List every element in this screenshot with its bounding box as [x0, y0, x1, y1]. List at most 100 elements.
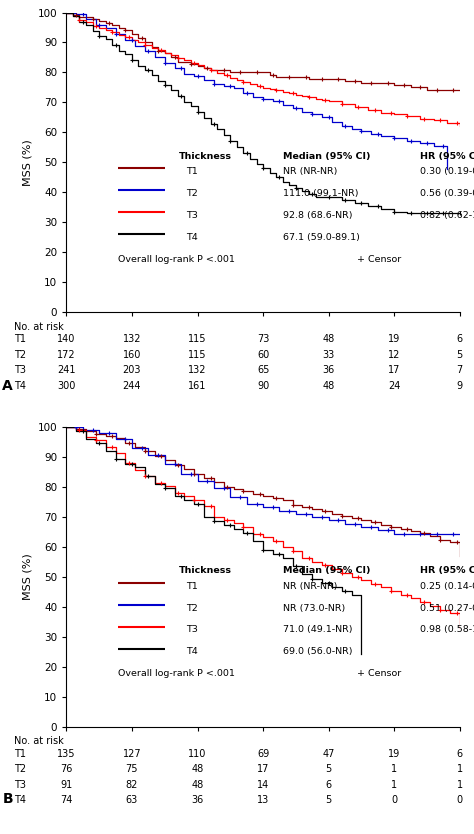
- Text: 160: 160: [123, 349, 141, 359]
- Text: 73: 73: [257, 334, 269, 344]
- Text: 60: 60: [257, 349, 269, 359]
- Text: 6: 6: [457, 334, 463, 344]
- Text: Overall log-rank P <.001: Overall log-rank P <.001: [118, 669, 234, 678]
- Text: 0.82 (0.62-1.09): 0.82 (0.62-1.09): [420, 211, 474, 220]
- Text: 48: 48: [322, 334, 335, 344]
- Text: 5: 5: [326, 764, 332, 774]
- Text: 36: 36: [191, 796, 204, 806]
- Text: 132: 132: [188, 365, 207, 375]
- Text: 127: 127: [123, 749, 141, 759]
- Text: NR (NR-NR): NR (NR-NR): [283, 581, 337, 590]
- Text: T3: T3: [186, 626, 198, 635]
- Text: 110: 110: [188, 749, 207, 759]
- Text: 5: 5: [326, 796, 332, 806]
- Text: 75: 75: [126, 764, 138, 774]
- Text: T4: T4: [14, 381, 26, 391]
- Text: 48: 48: [191, 780, 204, 790]
- Text: B: B: [2, 792, 13, 806]
- Text: 69: 69: [257, 749, 269, 759]
- Text: + Censor: + Censor: [357, 669, 402, 678]
- Text: HR (95% CI): HR (95% CI): [420, 152, 474, 161]
- Text: 6: 6: [326, 780, 332, 790]
- Text: 1: 1: [391, 780, 397, 790]
- Text: 0.30 (0.19-0.49): 0.30 (0.19-0.49): [420, 168, 474, 176]
- Text: A: A: [2, 379, 13, 394]
- Text: 244: 244: [123, 381, 141, 391]
- Text: 161: 161: [188, 381, 207, 391]
- Text: T2: T2: [14, 764, 26, 774]
- Text: Median (95% CI): Median (95% CI): [283, 152, 370, 161]
- Text: T4: T4: [14, 796, 26, 806]
- Text: 13: 13: [257, 796, 269, 806]
- Text: 19: 19: [388, 749, 401, 759]
- Text: 132: 132: [123, 334, 141, 344]
- Text: No. at risk: No. at risk: [14, 322, 64, 332]
- Text: 115: 115: [188, 349, 207, 359]
- Text: 1: 1: [391, 764, 397, 774]
- Text: 92.8 (68.6-NR): 92.8 (68.6-NR): [283, 211, 352, 220]
- Text: HR (95% CI): HR (95% CI): [420, 566, 474, 575]
- Y-axis label: MSS (%): MSS (%): [22, 554, 32, 600]
- Text: 111.0 (99.1-NR): 111.0 (99.1-NR): [283, 189, 358, 198]
- Text: 74: 74: [60, 796, 73, 806]
- Y-axis label: MSS (%): MSS (%): [22, 139, 32, 186]
- Text: 9: 9: [457, 381, 463, 391]
- Text: 71.0 (49.1-NR): 71.0 (49.1-NR): [283, 626, 352, 635]
- Text: NR (73.0-NR): NR (73.0-NR): [283, 604, 345, 612]
- Text: T2: T2: [186, 604, 198, 612]
- Text: T3: T3: [14, 780, 26, 790]
- Text: T4: T4: [186, 647, 198, 656]
- Text: 33: 33: [322, 349, 335, 359]
- Text: 140: 140: [57, 334, 75, 344]
- Text: Thickness: Thickness: [179, 566, 231, 575]
- Text: 24: 24: [388, 381, 401, 391]
- Text: 48: 48: [191, 764, 204, 774]
- Text: Overall log-rank P <.001: Overall log-rank P <.001: [118, 255, 234, 264]
- Text: 1: 1: [457, 764, 463, 774]
- Text: 19: 19: [388, 334, 401, 344]
- Text: + Censor: + Censor: [357, 255, 402, 264]
- Text: 17: 17: [388, 365, 401, 375]
- Text: T1: T1: [186, 581, 198, 590]
- Text: T3: T3: [186, 211, 198, 220]
- Text: 6: 6: [457, 749, 463, 759]
- Text: 5: 5: [456, 349, 463, 359]
- Text: 241: 241: [57, 365, 76, 375]
- Text: 0.51 (0.27-0.97): 0.51 (0.27-0.97): [420, 604, 474, 612]
- Text: 135: 135: [57, 749, 76, 759]
- Text: 63: 63: [126, 796, 138, 806]
- Text: 12: 12: [388, 349, 401, 359]
- Text: 91: 91: [60, 780, 73, 790]
- Text: 0.25 (0.14-0.48): 0.25 (0.14-0.48): [420, 581, 474, 590]
- Text: 47: 47: [322, 749, 335, 759]
- Text: 69.0 (56.0-NR): 69.0 (56.0-NR): [283, 647, 352, 656]
- Text: 7: 7: [456, 365, 463, 375]
- Text: T3: T3: [14, 365, 26, 375]
- Text: 300: 300: [57, 381, 75, 391]
- Text: T1: T1: [186, 168, 198, 176]
- Text: 172: 172: [57, 349, 76, 359]
- Text: No. at risk: No. at risk: [14, 736, 64, 746]
- Text: T1: T1: [14, 334, 26, 344]
- Text: 0.98 (0.58-1.68): 0.98 (0.58-1.68): [420, 626, 474, 635]
- Text: T1: T1: [14, 749, 26, 759]
- Text: 203: 203: [123, 365, 141, 375]
- Text: T4: T4: [186, 233, 198, 242]
- Text: Median (95% CI): Median (95% CI): [283, 566, 370, 575]
- Text: 90: 90: [257, 381, 269, 391]
- Text: 115: 115: [188, 334, 207, 344]
- Text: 0: 0: [457, 796, 463, 806]
- Text: 0: 0: [391, 796, 397, 806]
- Text: 76: 76: [60, 764, 73, 774]
- Text: 65: 65: [257, 365, 269, 375]
- Text: 14: 14: [257, 780, 269, 790]
- Text: 1: 1: [457, 780, 463, 790]
- Text: T2: T2: [186, 189, 198, 198]
- Text: 17: 17: [257, 764, 269, 774]
- Text: 0.56 (0.39-0.80): 0.56 (0.39-0.80): [420, 189, 474, 198]
- Text: T2: T2: [14, 349, 26, 359]
- Text: 36: 36: [322, 365, 335, 375]
- Text: 48: 48: [322, 381, 335, 391]
- Text: Thickness: Thickness: [179, 152, 231, 161]
- Text: NR (NR-NR): NR (NR-NR): [283, 168, 337, 176]
